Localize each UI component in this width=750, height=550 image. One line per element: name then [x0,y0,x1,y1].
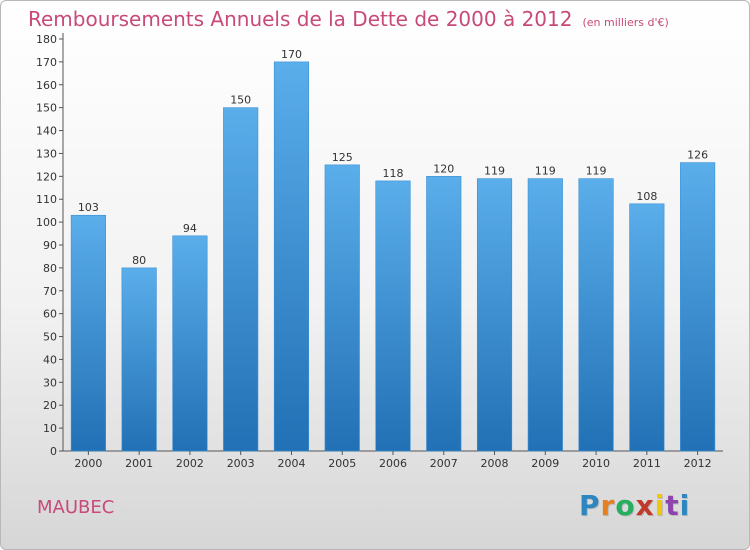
y-tick-label: 30 [43,376,57,389]
y-tick-label: 10 [43,422,57,435]
logo-letter: t [665,489,680,522]
x-tick-label: 2009 [531,457,559,470]
bar-value-label: 125 [332,151,353,164]
bar-value-label: 118 [383,167,404,180]
logo-letter: i [654,489,666,522]
x-tick-label: 2005 [328,457,356,470]
x-tick-label: 2003 [227,457,255,470]
bar-value-label: 108 [636,190,657,203]
bar-value-label: 170 [281,48,302,61]
bar-value-label: 94 [183,222,197,235]
bar [172,235,208,452]
bar [578,178,614,452]
bar [70,214,106,452]
logo-letter: x [635,489,655,522]
x-tick-label: 2010 [582,457,610,470]
y-tick-label: 40 [43,353,57,366]
bar [527,178,563,452]
bar-value-label: 150 [230,94,251,107]
y-tick-label: 50 [43,331,57,344]
y-tick-label: 150 [36,102,57,115]
bar [273,61,310,452]
logo-letter: r [600,489,616,522]
bar [121,267,157,452]
bar [375,180,411,452]
y-tick-label: 20 [43,399,57,412]
chart-subtitle: (en milliers d'€) [582,16,669,29]
logo-letter: i [679,489,691,522]
chart-title-text: Remboursements Annuels de la Dette de 20… [28,7,573,31]
y-tick-label: 0 [50,445,57,458]
x-tick-label: 2011 [633,457,661,470]
y-tick-label: 60 [43,308,57,321]
y-tick-label: 90 [43,239,57,252]
x-tick-label: 2004 [277,457,305,470]
bar-value-label: 119 [484,165,505,178]
bar-value-label: 120 [433,162,454,175]
y-tick-label: 80 [43,262,57,275]
logo-letter: P [579,489,601,522]
bar-value-label: 103 [78,201,99,214]
y-tick-label: 180 [36,33,57,46]
y-tick-label: 130 [36,147,57,160]
chart-title: Remboursements Annuels de la Dette de 20… [28,7,669,31]
bar [223,107,259,452]
y-tick-label: 110 [36,193,57,206]
x-tick-label: 2001 [125,457,153,470]
logo-letter: o [615,489,636,522]
x-tick-label: 2012 [684,457,712,470]
x-tick-label: 2002 [176,457,204,470]
bar [426,176,462,452]
bar [324,164,360,452]
proxiti-logo: Proxiti [579,489,690,522]
bar [629,203,665,452]
y-tick-label: 160 [36,79,57,92]
x-tick-label: 2006 [379,457,407,470]
y-tick-label: 100 [36,216,57,229]
bar-value-label: 119 [586,165,607,178]
y-tick-label: 120 [36,170,57,183]
bar-value-label: 80 [132,254,146,267]
y-tick-label: 70 [43,285,57,298]
commune-name: MAUBEC [37,497,115,518]
x-tick-label: 2008 [481,457,509,470]
bar-value-label: 119 [535,165,556,178]
y-tick-label: 140 [36,125,57,138]
bar [680,162,716,452]
bar [476,178,513,452]
x-tick-label: 2000 [74,457,102,470]
y-tick-label: 170 [36,56,57,69]
x-tick-label: 2007 [430,457,458,470]
bar-value-label: 126 [687,149,708,162]
